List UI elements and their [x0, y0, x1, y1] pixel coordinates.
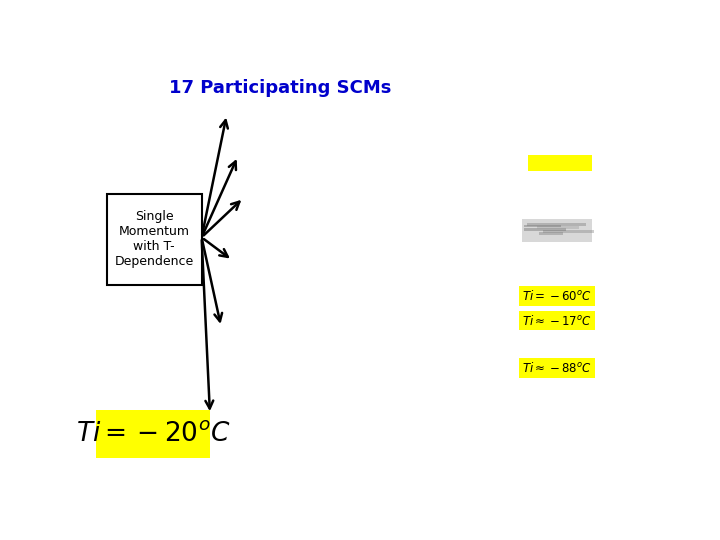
- Bar: [528, 155, 592, 171]
- Bar: [539, 232, 563, 235]
- Text: $Ti \approx -88^oC$: $Ti \approx -88^oC$: [523, 361, 593, 375]
- Bar: [96, 410, 210, 458]
- Bar: [524, 225, 561, 227]
- Bar: [523, 219, 593, 241]
- Bar: [107, 194, 202, 285]
- Bar: [536, 226, 578, 229]
- Bar: [527, 223, 586, 226]
- Text: Single
Momentum
with T-
Dependence: Single Momentum with T- Dependence: [114, 211, 194, 268]
- Text: 17 Participating SCMs: 17 Participating SCMs: [168, 79, 391, 97]
- Text: $Ti=-20^{o}C$: $Ti=-20^{o}C$: [76, 421, 230, 447]
- Text: $Ti = -60^oC$: $Ti = -60^oC$: [523, 288, 593, 302]
- Text: $Ti \approx -17^oC$: $Ti \approx -17^oC$: [523, 314, 593, 328]
- Bar: [543, 230, 594, 233]
- Bar: [524, 228, 566, 231]
